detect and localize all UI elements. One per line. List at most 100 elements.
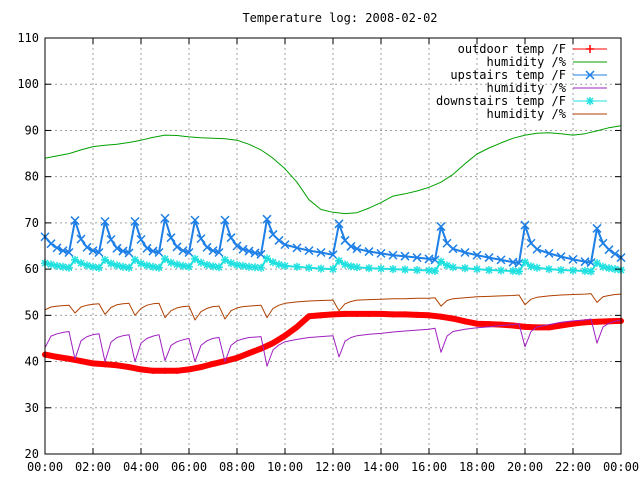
data-point xyxy=(256,249,266,259)
data-point xyxy=(425,266,433,275)
data-point xyxy=(47,260,55,269)
y-tick-label: 20 xyxy=(25,447,39,461)
data-point xyxy=(400,251,410,261)
data-point xyxy=(226,233,236,243)
data-point xyxy=(462,318,468,325)
data-point xyxy=(498,321,504,328)
legend-label: humidity /% xyxy=(487,55,567,69)
data-point xyxy=(342,310,348,317)
data-point xyxy=(334,219,344,229)
legend-label: humidity /% xyxy=(487,107,567,121)
data-point xyxy=(174,367,180,374)
data-point xyxy=(558,322,564,329)
data-point xyxy=(364,247,374,257)
data-point xyxy=(376,248,386,258)
data-point xyxy=(262,214,272,224)
data-point xyxy=(438,313,444,320)
axes: 20 30 40 50 60 70 80 90 100 110 00:00 02:00 04:00 06:… xyxy=(17,31,639,474)
data-point xyxy=(474,320,480,327)
series-1 xyxy=(42,310,624,374)
data-point xyxy=(161,254,169,263)
data-point xyxy=(413,266,421,275)
legend-label: outdoor temp /F xyxy=(458,42,566,56)
series-line xyxy=(44,125,622,215)
x-tick-label: 18:00 xyxy=(459,460,495,474)
y-tick-label: 70 xyxy=(25,216,39,230)
data-point xyxy=(390,311,396,318)
data-point xyxy=(239,261,247,270)
data-point xyxy=(191,254,199,263)
x-tick-label: 00:00 xyxy=(27,460,63,474)
data-point xyxy=(184,247,194,258)
data-point xyxy=(89,262,97,271)
data-point xyxy=(570,320,576,327)
data-point xyxy=(352,244,362,254)
data-point xyxy=(282,332,288,339)
data-point xyxy=(473,265,481,274)
data-point xyxy=(179,261,187,270)
data-point xyxy=(354,310,360,317)
data-point xyxy=(401,265,409,274)
x-tick-label: 06:00 xyxy=(171,460,207,474)
data-point xyxy=(412,253,422,263)
series-2 xyxy=(44,125,622,215)
data-point xyxy=(186,366,192,373)
data-point xyxy=(275,260,283,269)
data-point xyxy=(346,241,356,251)
data-point xyxy=(522,323,528,330)
data-point xyxy=(402,311,408,318)
data-point xyxy=(112,243,122,253)
data-point xyxy=(586,258,596,268)
data-point xyxy=(450,315,456,322)
data-point xyxy=(138,366,144,373)
data-point xyxy=(599,262,607,271)
data-point xyxy=(126,364,132,371)
data-point xyxy=(486,321,492,328)
data-point xyxy=(166,233,176,243)
data-point xyxy=(436,222,446,232)
data-point xyxy=(142,243,152,253)
data-point xyxy=(178,246,188,256)
data-point xyxy=(605,264,613,273)
data-point xyxy=(274,235,284,245)
data-point xyxy=(198,364,204,371)
data-point xyxy=(569,266,577,275)
data-point xyxy=(234,354,240,361)
x-tick-label: 20:00 xyxy=(507,460,543,474)
data-point xyxy=(335,256,343,265)
data-point xyxy=(594,318,600,325)
data-point xyxy=(124,248,134,258)
data-point xyxy=(448,244,458,254)
data-point xyxy=(137,259,145,268)
y-tick-label: 30 xyxy=(25,401,39,415)
data-point xyxy=(527,262,535,271)
data-point xyxy=(155,263,163,272)
data-point xyxy=(306,313,312,320)
data-point xyxy=(317,264,325,273)
data-point xyxy=(365,264,373,273)
data-point xyxy=(546,324,552,331)
data-point xyxy=(604,245,614,255)
data-point xyxy=(102,361,108,368)
data-point xyxy=(389,265,397,274)
data-point xyxy=(149,262,157,271)
data-point xyxy=(162,367,168,374)
data-point xyxy=(293,262,301,271)
data-point xyxy=(532,244,542,254)
data-point xyxy=(107,259,115,268)
data-point xyxy=(587,267,595,276)
data-point xyxy=(426,312,432,319)
data-point xyxy=(233,260,241,269)
series-6 xyxy=(44,293,622,321)
data-point xyxy=(246,350,252,357)
data-point xyxy=(280,240,290,250)
data-point xyxy=(94,247,104,258)
data-point xyxy=(515,267,523,276)
data-point xyxy=(227,259,235,268)
data-point xyxy=(545,265,553,274)
data-point xyxy=(185,262,193,271)
x-tick-label: 12:00 xyxy=(315,460,351,474)
data-point xyxy=(244,246,254,256)
data-point xyxy=(557,266,565,275)
data-point xyxy=(100,216,110,227)
